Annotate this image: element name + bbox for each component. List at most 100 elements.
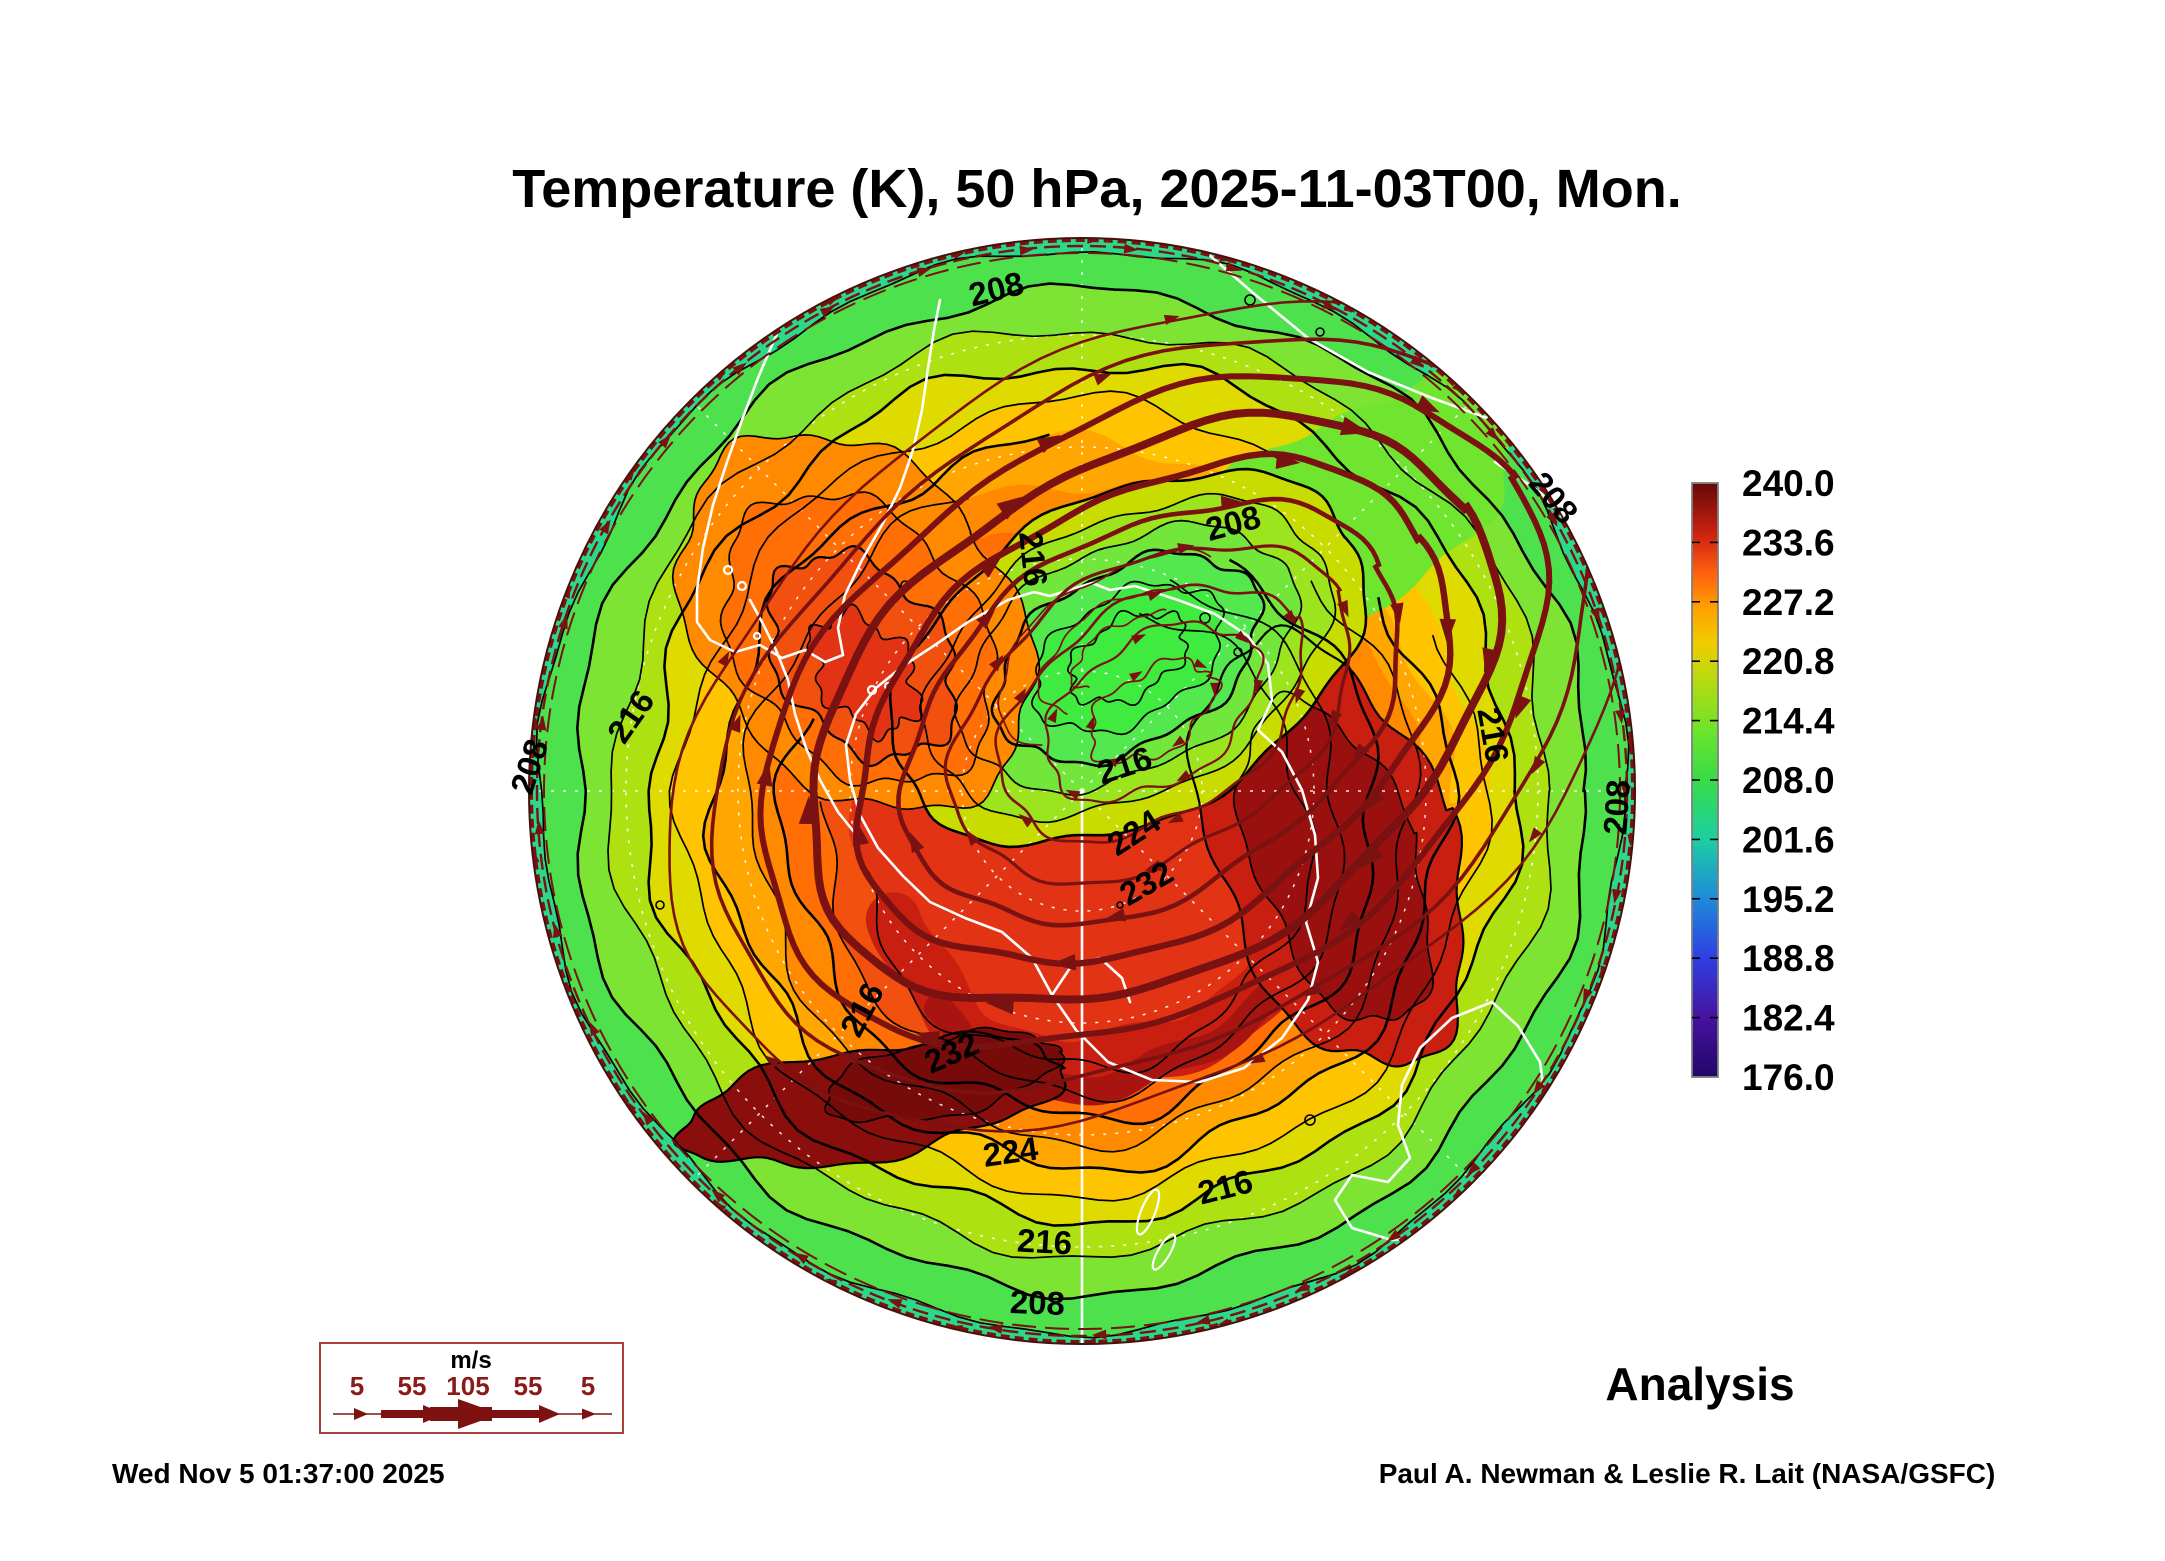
contour-line: [719, 491, 999, 787]
credit: Paul A. Newman & Leslie R. Lait (NASA/GS…: [1379, 1458, 1996, 1489]
wind-speed-label: 5: [350, 1371, 364, 1401]
colorbar-ticks: [1692, 541, 1718, 1019]
wind-arrow-icon: [1356, 843, 1384, 870]
contour-label: 216: [1012, 529, 1055, 588]
wind-arrow-icon: [1091, 1329, 1107, 1340]
streamline: [997, 548, 1212, 746]
wind-arrow-icon: [1439, 618, 1457, 644]
wind-arrow-icon: [1085, 716, 1095, 730]
wind-arrow-icon: [1452, 1188, 1464, 1199]
colorbar-tick-label: 220.8: [1742, 641, 1835, 682]
island-coastline: [1421, 1254, 1443, 1276]
contour-label: 208: [1596, 778, 1637, 836]
island-coastline: [752, 631, 762, 641]
wind-arrow-icon: [1452, 382, 1464, 393]
wind-arrow-icon: [852, 820, 870, 847]
wind-arrow-icon: [1466, 1161, 1481, 1176]
wind-arrow-icon: [756, 762, 773, 787]
wind-arrow-icon: [625, 469, 635, 481]
wind-barb-graphic: [333, 1399, 612, 1429]
contour-label: 224: [981, 1129, 1041, 1173]
wind-arrow-icon: [1047, 708, 1058, 723]
wind-arrow-icon: [732, 362, 747, 376]
streamline: [1037, 585, 1187, 716]
wind-arrow-icon: [1018, 814, 1034, 828]
warm-core-south-inner: [824, 1027, 1065, 1123]
wind-arrow-icon: [589, 1021, 600, 1037]
wind-arrow-icon: [1283, 610, 1297, 626]
wind-arrow-icon: [1163, 314, 1180, 325]
contour-lines: [535, 251, 1630, 1339]
wind-arrow-icon: [711, 1189, 726, 1203]
wind-arrow-icon: [1303, 982, 1322, 997]
wind-arrow-icon: [1275, 452, 1301, 469]
wind-arrow-icon: [1339, 416, 1370, 436]
wind-arrow-icon: [1362, 788, 1385, 812]
wind-arrow-icon: [1485, 426, 1499, 441]
wind-arrow-icon: [1482, 647, 1502, 678]
island-coastline: [736, 580, 748, 592]
colorbar-tick-label: 182.4: [1742, 998, 1835, 1039]
wind-speed-label: 105: [446, 1371, 489, 1401]
wind-arrow-icon: [1210, 682, 1220, 696]
polar-map: [529, 238, 1635, 1344]
wind-arrow-icon: [1123, 243, 1139, 254]
streamline: [709, 337, 1591, 1095]
wind-arrow-icon: [764, 1055, 780, 1069]
wind-arrow-icon: [1195, 1315, 1211, 1325]
island-coastline: [722, 564, 734, 576]
wind-arrow-icon: [553, 923, 563, 939]
streamline: [896, 496, 1400, 928]
contour-line: [647, 362, 1525, 1227]
new-zealand-coastline: [1135, 1188, 1161, 1236]
map-rim: [528, 237, 1636, 1345]
contour-line: [607, 330, 1552, 1259]
wind-speed-label: 5: [581, 1371, 595, 1401]
streamline: [852, 450, 1454, 968]
meridian-line: [690, 790, 1083, 1183]
wind-arrow-icon: [1131, 634, 1147, 645]
wind-arrow-icon: [1615, 709, 1625, 725]
chart-title: Temperature (K), 50 hPa, 2025-11-03T00, …: [512, 159, 1681, 219]
colorbar-tick-label: 176.0: [1742, 1057, 1835, 1098]
wind-arrow-icon: [1013, 687, 1027, 704]
wind-arrow-icon: [717, 651, 730, 667]
wind-arrow-icon: [1051, 954, 1076, 971]
wind-arrow-icon: [1531, 756, 1546, 775]
wind-arrow-icon: [1176, 769, 1192, 782]
wind-legend-unit: m/s: [450, 1347, 491, 1374]
wind-arrow-icon: [1515, 694, 1532, 719]
wind-arrow-icon: [1546, 512, 1558, 527]
colorbar-tick-label: 233.6: [1742, 522, 1835, 563]
rim-streamline: [529, 238, 1635, 1344]
wind-arrow-icon: [1528, 827, 1542, 843]
contour-line: [671, 434, 1041, 811]
wind-arrow-icon: [1093, 373, 1112, 386]
streamline: [994, 583, 1305, 844]
wind-arrow-icon: [1569, 398, 1583, 414]
wind-arrow-icon: [1338, 910, 1362, 931]
south-america-coastline: [695, 266, 942, 664]
wind-arrow-icon: [1144, 860, 1163, 871]
colorbar-tick-label: 227.2: [1742, 582, 1835, 623]
wind-arrow-icon: [536, 715, 547, 731]
antarctic-peninsula-coastline: [748, 598, 864, 844]
wind-arrow-icon: [642, 1111, 655, 1126]
wind-arrow-icon: [534, 819, 545, 835]
wind-arrow-icon: [1621, 785, 1631, 801]
wind-arrow-icon: [1590, 607, 1600, 623]
wind-arrow-icon: [1065, 789, 1081, 801]
wind-arrow-icon: [1582, 988, 1593, 1004]
contour-speck: [655, 900, 665, 910]
streamline: [809, 408, 1507, 1004]
wind-arrow-icon: [658, 434, 672, 449]
wind-arrow-icon: [793, 1252, 809, 1265]
streamline: [1044, 620, 1265, 804]
contour-line: [888, 467, 1368, 849]
meridian-line: [1081, 790, 1474, 1183]
wind-arrow-icon: [1329, 709, 1343, 727]
wind-arrow-icon: [558, 614, 568, 630]
colorbar-tick-label: 195.2: [1742, 879, 1835, 920]
